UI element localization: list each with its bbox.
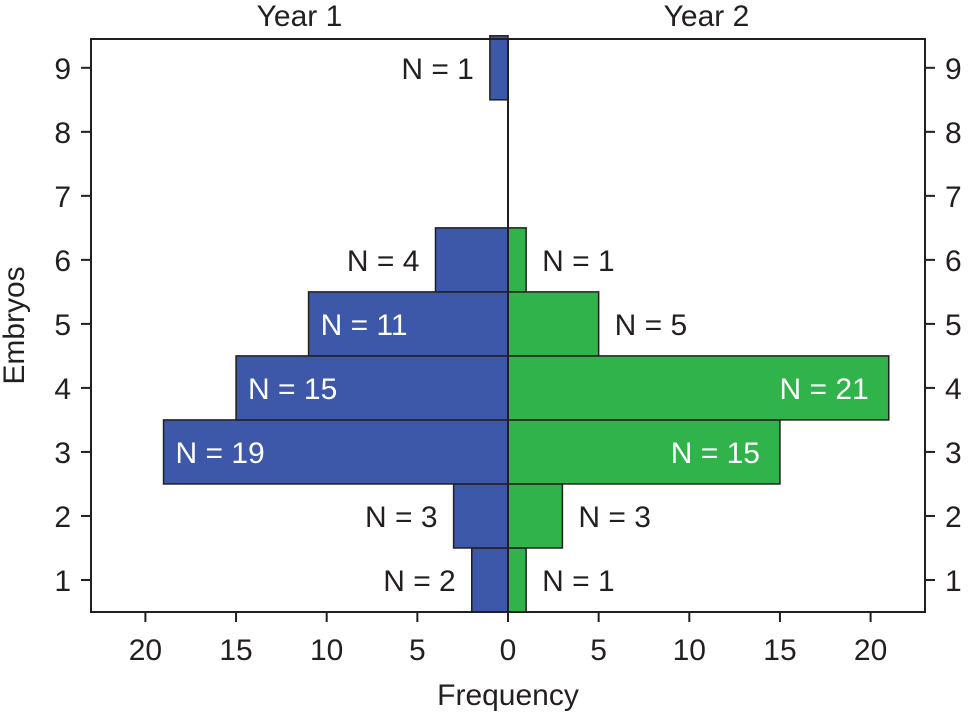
bar-year-2-embryos-2 (507, 483, 564, 549)
y-tick-label-left: 1 (54, 565, 71, 598)
x-tick-label: 10 (673, 634, 706, 667)
bar-label-year-2-embryos-3: N = 15 (671, 437, 760, 470)
x-tick-label: 5 (590, 634, 607, 667)
bar-label-year-2-embryos-6: N = 1 (542, 245, 615, 278)
bar-label-year-1-embryos-1: N = 2 (383, 565, 456, 598)
y-tick-label-left: 9 (54, 53, 71, 86)
y-tick-label-left: 8 (54, 117, 71, 150)
y-tick-label-right: 8 (945, 117, 962, 150)
y-tick-label-right: 7 (945, 181, 962, 214)
y-tick-label-left: 4 (54, 373, 71, 406)
y-tick-label-left: 2 (54, 501, 71, 534)
y-tick-label-left: 7 (54, 181, 71, 214)
y-tick-label-right: 2 (945, 501, 962, 534)
bar-label-year-1-embryos-9: N = 1 (401, 53, 474, 86)
y-tick-label-left: 6 (54, 245, 71, 278)
bar-label-year-2-embryos-2: N = 3 (578, 501, 651, 534)
labels-layer: N = 2N = 3N = 19N = 15N = 11N = 4N = 1N … (176, 53, 869, 598)
bar-label-year-1-embryos-4: N = 15 (248, 373, 337, 406)
x-tick-label: 10 (310, 634, 343, 667)
bar-year-1-embryos-1 (470, 547, 509, 613)
bar-year-1-embryos-4 (235, 355, 509, 421)
bar-label-year-2-embryos-5: N = 5 (615, 309, 688, 342)
y-tick-label-left: 3 (54, 437, 71, 470)
bar-year-2-embryos-4 (507, 355, 890, 421)
y-tick-label-left: 5 (54, 309, 71, 342)
panel-title-year-1: Year 1 (257, 0, 343, 33)
bar-label-year-1-embryos-3: N = 19 (176, 437, 265, 470)
bars-layer (162, 35, 890, 613)
y-tick-label-right: 5 (945, 309, 962, 342)
bar-label-year-1-embryos-5: N = 11 (321, 309, 408, 342)
x-tick-label: 5 (409, 634, 426, 667)
x-tick-label: 15 (219, 634, 252, 667)
bar-label-year-1-embryos-2: N = 3 (365, 501, 438, 534)
bar-year-1-embryos-5 (307, 291, 509, 357)
x-tick-label: 20 (854, 634, 887, 667)
x-tick-label: 15 (763, 634, 796, 667)
y-tick-label-right: 4 (945, 373, 962, 406)
y-axis-title: Embryos (0, 266, 31, 384)
y-tick-label-right: 9 (945, 53, 962, 86)
bar-label-year-2-embryos-1: N = 1 (542, 565, 615, 598)
y-tick-label-right: 6 (945, 245, 962, 278)
bar-year-1-embryos-9 (489, 35, 509, 101)
bar-year-1-embryos-6 (434, 227, 509, 293)
y-tick-label-right: 1 (945, 565, 962, 598)
bar-year-2-embryos-6 (507, 227, 527, 293)
y-tick-label-right: 3 (945, 437, 962, 470)
panel-title-year-2: Year 2 (664, 0, 750, 33)
bar-year-2-embryos-5 (507, 291, 600, 357)
bar-label-year-2-embryos-4: N = 21 (780, 373, 869, 406)
bar-year-1-embryos-2 (452, 483, 509, 549)
bar-year-2-embryos-1 (507, 547, 527, 613)
bar-year-2-embryos-3 (507, 419, 781, 485)
ticks-layer: 20 15 10 5 0 5 10 15 201 12 23 34 45 56 67 78 89 9 (54, 53, 961, 667)
x-tick-label: 20 (129, 634, 162, 667)
x-tick-label: 0 (500, 634, 517, 667)
x-axis-title: Frequency (437, 679, 579, 712)
bar-year-1-embryos-3 (162, 419, 509, 485)
bar-label-year-1-embryos-6: N = 4 (347, 245, 420, 278)
